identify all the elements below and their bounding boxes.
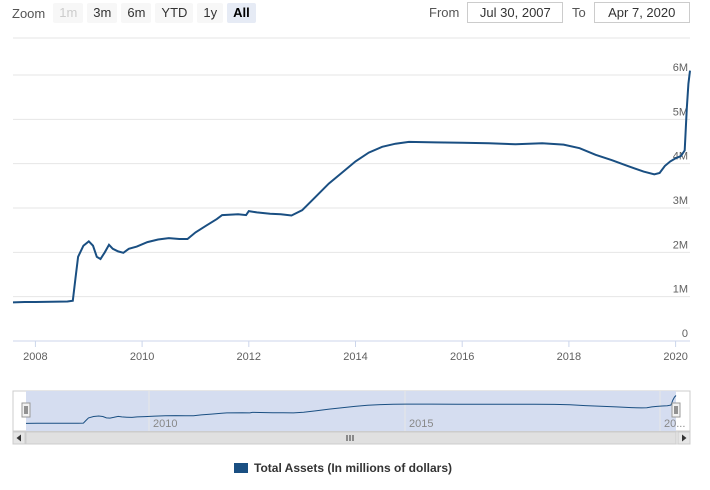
navigator-label-2010: 2010 (153, 418, 177, 430)
y-tick-label-0: 0 (682, 328, 688, 340)
navigator-series-line (25, 395, 677, 424)
scrollbar-thumb[interactable] (25, 431, 677, 445)
navigator-label-2020: 20... (664, 418, 685, 430)
x-tick-label-2018: 2018 (557, 351, 581, 363)
from-date-input[interactable]: Jul 30, 2007 (467, 2, 564, 23)
triangle-right-icon (682, 434, 687, 442)
series-line-total-assets (12, 70, 691, 304)
grid-lines (13, 37, 690, 342)
chart-legend[interactable]: Total Assets (In millions of dollars) (234, 461, 452, 475)
legend-swatch (234, 463, 248, 473)
zoom-all-button[interactable]: All (227, 3, 256, 23)
navigator-right-handle[interactable] (671, 402, 681, 418)
x-tick-label-2012: 2012 (237, 351, 261, 363)
y-tick-label-3M: 3M (673, 195, 688, 207)
to-label: To (572, 5, 586, 20)
zoom-bar: Zoom 1m 3m 6m YTD 1y All (12, 2, 256, 24)
date-range-to: To Apr 7, 2020 (572, 2, 690, 23)
zoom-label: Zoom (12, 5, 46, 21)
navigator-label-2015: 2015 (409, 418, 433, 430)
zoom-1m-button[interactable]: 1m (53, 3, 84, 23)
x-tick-label-2008: 2008 (23, 351, 47, 363)
y-tick-label-1M: 1M (673, 284, 688, 296)
zoom-3m-button[interactable]: 3m (87, 3, 118, 23)
y-tick-label-2M: 2M (673, 239, 688, 251)
to-date-input[interactable]: Apr 7, 2020 (593, 2, 690, 23)
x-tick-label-2010: 2010 (130, 351, 154, 363)
navigator[interactable]: 2010 2015 20... (12, 390, 691, 432)
x-axis-ticks: 2008 2010 2012 2014 2016 2018 2020 (23, 341, 688, 363)
zoom-6m-button[interactable]: 6m (121, 3, 152, 23)
date-range-from: From Jul 30, 2007 (429, 2, 564, 23)
triangle-left-icon (16, 434, 21, 442)
legend-label: Total Assets (In millions of dollars) (254, 461, 453, 475)
navigator-selection[interactable] (26, 391, 676, 431)
y-tick-label-5M: 5M (673, 106, 688, 118)
grip-icon (346, 435, 354, 441)
navigator-scrollbar[interactable] (12, 431, 691, 445)
y-tick-label-6M: 6M (673, 62, 688, 74)
zoom-1y-button[interactable]: 1y (197, 3, 224, 23)
x-tick-label-2020: 2020 (663, 351, 687, 363)
x-tick-label-2016: 2016 (450, 351, 474, 363)
navigator-left-handle[interactable] (21, 402, 31, 418)
x-tick-label-2014: 2014 (343, 351, 367, 363)
zoom-ytd-button[interactable]: YTD (155, 3, 194, 23)
from-label: From (429, 5, 460, 20)
